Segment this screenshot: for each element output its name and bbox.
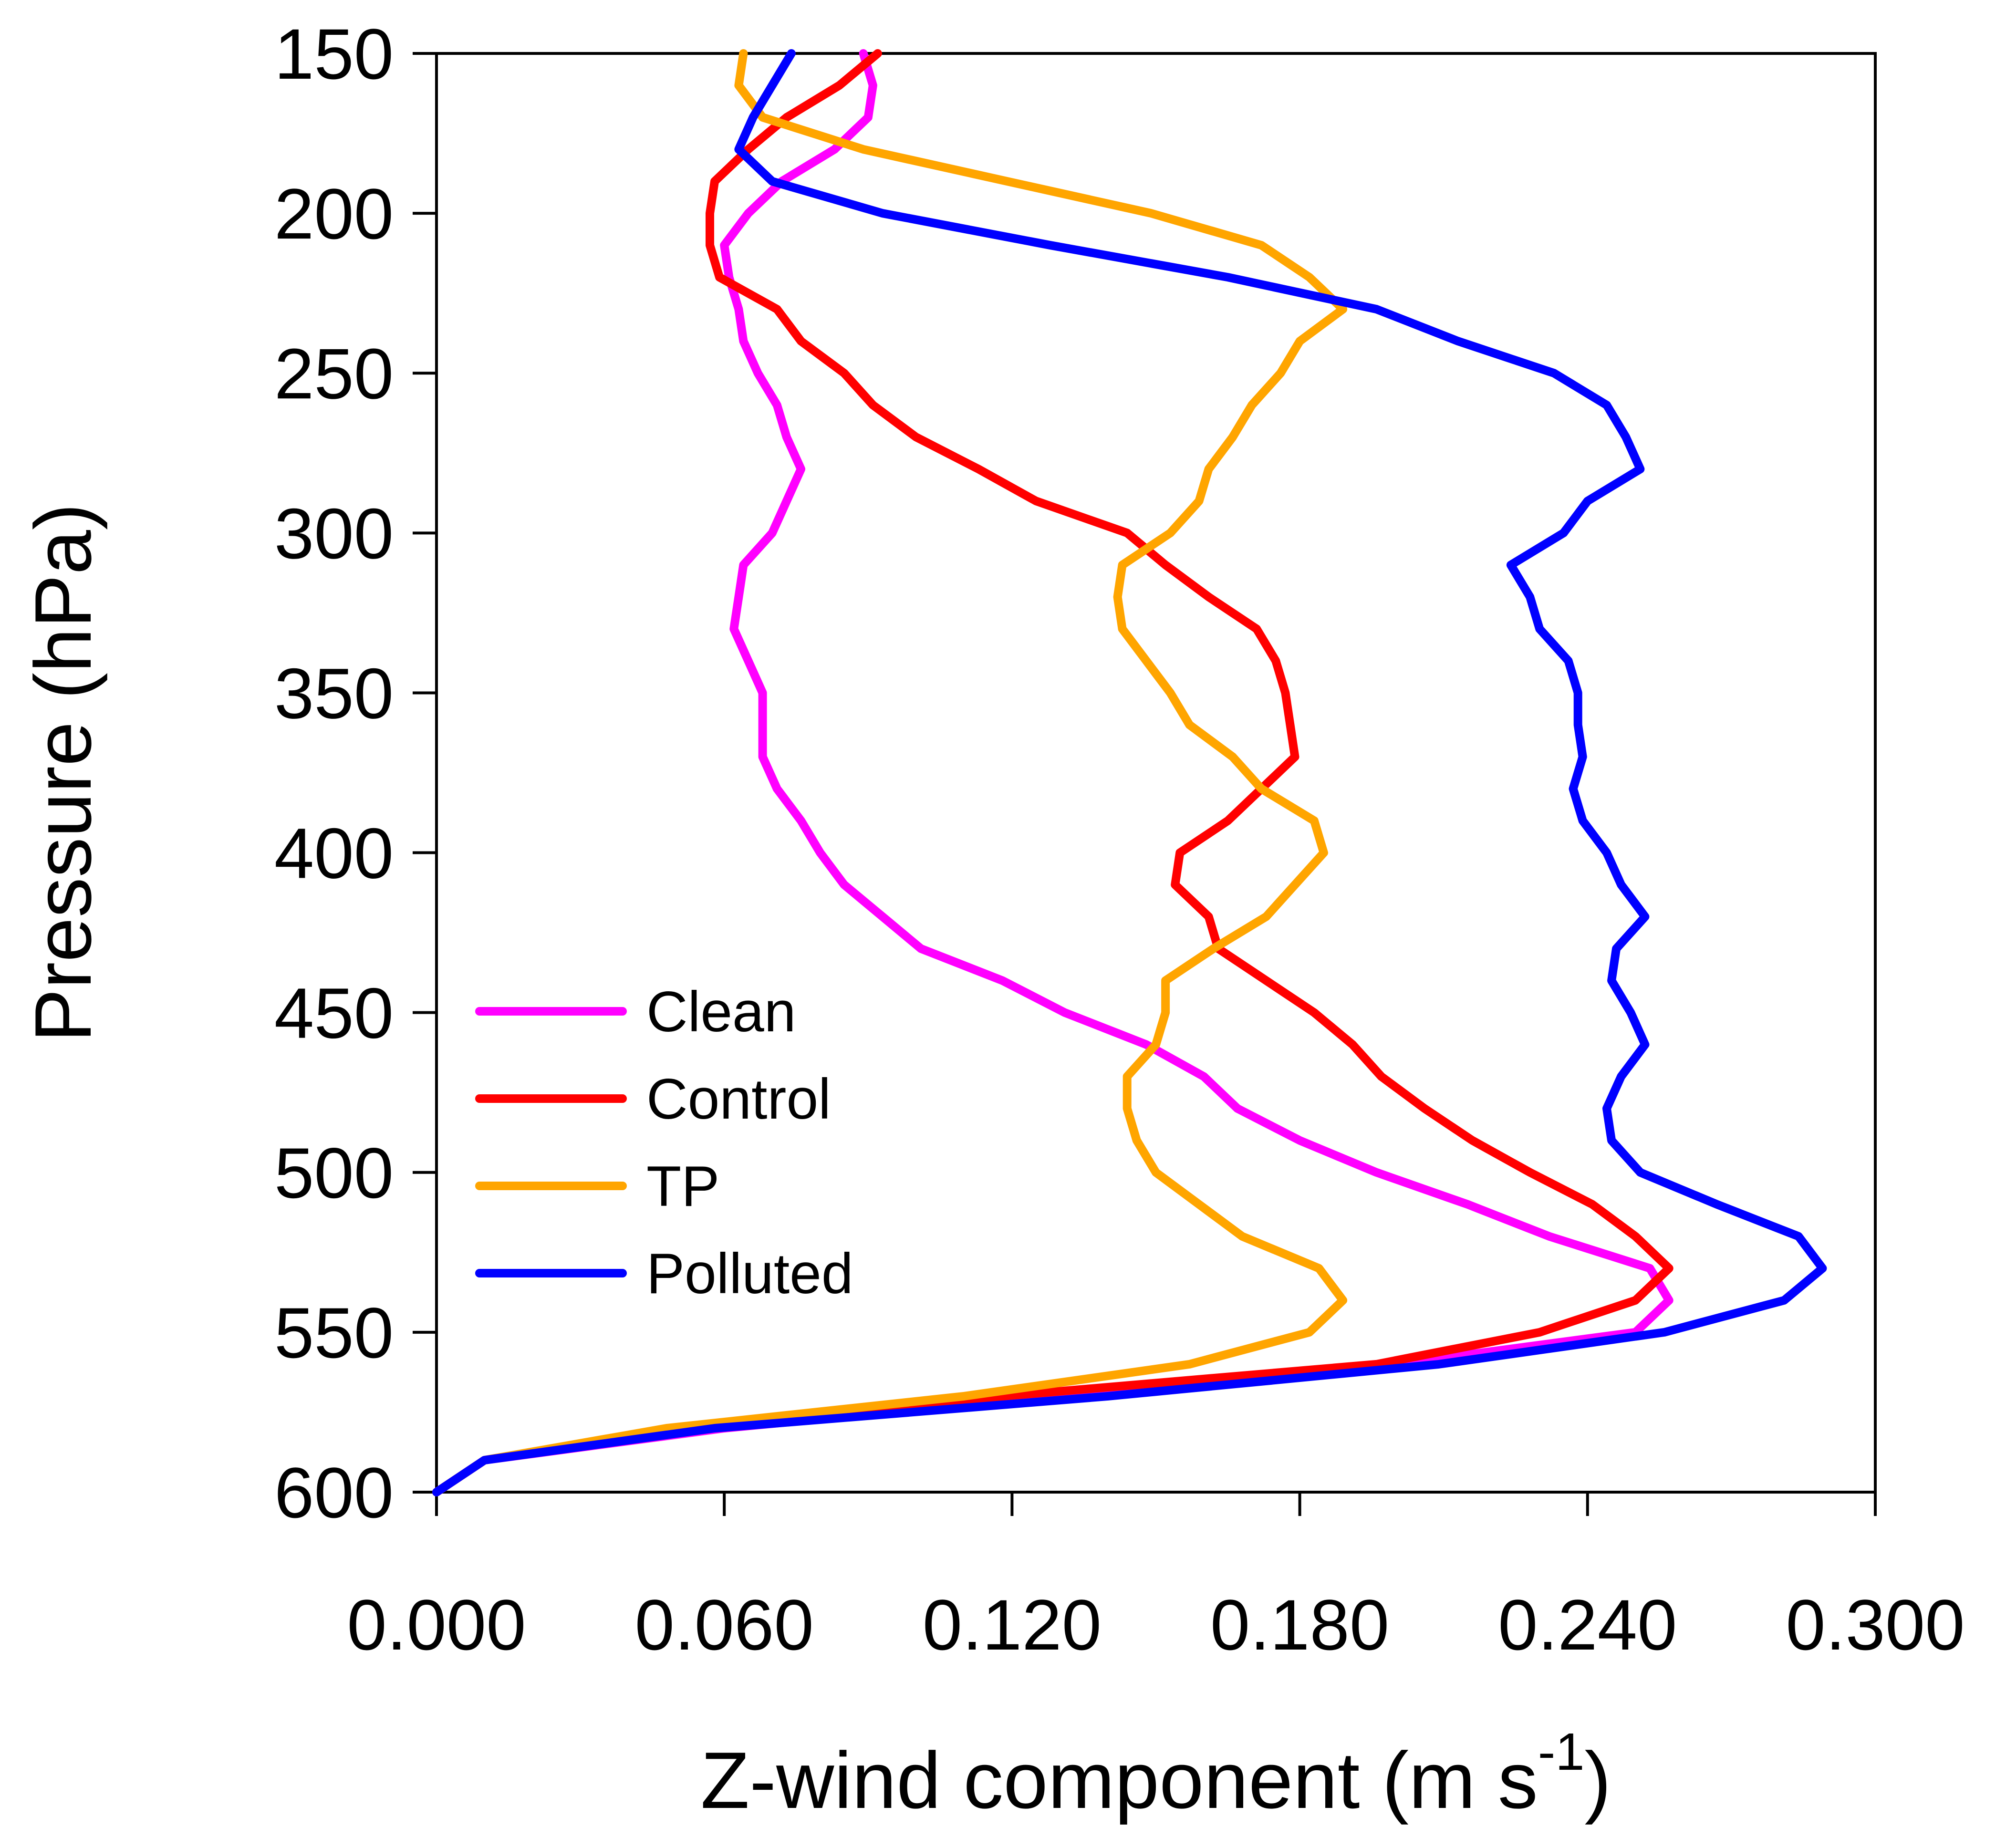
x-tick-label-0: 0.000 [347,1585,526,1665]
x-tick-label-2: 0.120 [923,1585,1102,1665]
y-tick-label-450: 450 [274,973,394,1053]
legend: Clean Control TP Polluted [475,980,853,1306]
plot-frame [435,52,1877,1494]
legend-label-polluted: Polluted [646,1242,853,1306]
y-tick-label-350: 350 [274,653,394,733]
y-tick-label-600: 600 [274,1453,394,1533]
series-line-tp [432,49,1348,1496]
series-line-clean [432,49,1673,1496]
y-tick-label-150: 150 [274,14,394,94]
y-tick-label-400: 400 [274,813,394,893]
x-tick-label-1: 0.060 [635,1585,814,1665]
y-axis-title: Pressure (hPa) [18,503,108,1042]
x-axis-title: Z-wind component (m s-1) [701,1723,1611,1825]
x-tick-label-4: 0.240 [1498,1585,1677,1665]
y-tick-label-200: 200 [274,174,394,254]
y-tick-label-500: 500 [274,1133,394,1213]
x-axis-title-close: ) [1585,1735,1611,1825]
series-line-control [432,49,1673,1496]
legend-label-control: Control [646,1067,831,1131]
x-tick-label-5: 0.300 [1786,1585,1964,1665]
series-lines [432,49,1827,1496]
y-tick-label-250: 250 [274,333,394,414]
legend-label-clean: Clean [646,980,796,1044]
x-axis-title-main: Z-wind component (m s [701,1735,1538,1825]
series-line-polluted [432,49,1827,1496]
y-tick-label-550: 550 [274,1293,394,1373]
x-tick-label-3: 0.180 [1210,1585,1389,1665]
y-tick-label-300: 300 [274,493,394,573]
axis-ticks: 150 200 250 300 350 400 450 500 550 600 0.000 0.060… [274,14,1965,1665]
legend-label-tp: TP [646,1154,719,1218]
x-axis-title-superscript: -1 [1538,1723,1585,1781]
